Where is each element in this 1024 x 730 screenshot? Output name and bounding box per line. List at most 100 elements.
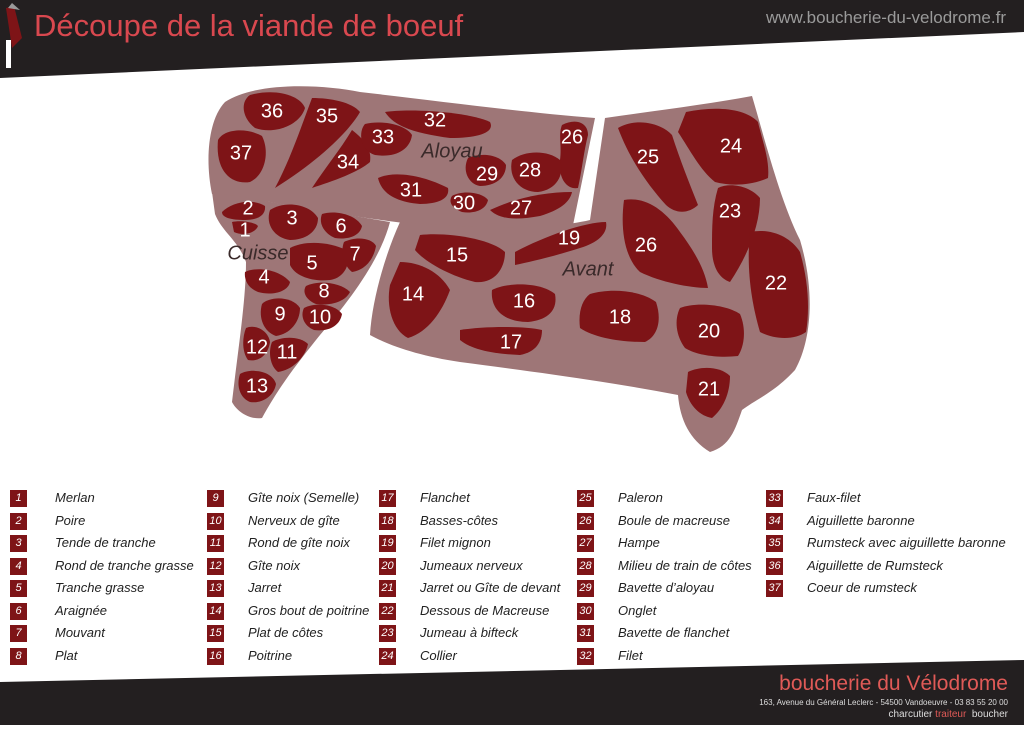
cut-26a-shape [559, 121, 588, 189]
cut-2-shape [222, 201, 266, 220]
legend-number-badge: 26 [577, 512, 594, 530]
legend-number-badge: 22 [379, 602, 396, 620]
legend-cut-name: Nerveux de gîte [248, 513, 340, 528]
cut-number-25: 25 [637, 146, 659, 168]
legend-number-badge: 37 [766, 579, 783, 597]
legend-number-badge: 1 [10, 489, 27, 507]
cut-number-36: 36 [261, 100, 283, 122]
legend-item: 31 [577, 623, 594, 643]
cut-number-11: 11 [277, 341, 298, 363]
legend-item: 32 [577, 646, 594, 666]
legend-cut-name: Tende de tranche [55, 535, 156, 550]
legend-item: 17 [379, 488, 396, 508]
cut-number-15: 15 [446, 244, 468, 266]
cut-number-4: 4 [258, 266, 269, 288]
cut-32-shape [385, 110, 491, 138]
legend-item: 33 [766, 488, 783, 508]
cut-29-shape [465, 154, 506, 186]
legend-number-badge: 4 [10, 557, 27, 575]
page-title: Découpe de la viande de boeuf [34, 8, 464, 43]
cut-37-shape [217, 130, 266, 183]
cut-7-shape [342, 238, 376, 272]
cut-number-37: 37 [230, 142, 252, 164]
cut-3-shape [268, 204, 318, 240]
legend-cut-name: Mouvant [55, 625, 105, 640]
legend-number-badge: 24 [379, 647, 396, 665]
legend-cut-name: Plat [55, 648, 78, 663]
cut-8-shape [304, 282, 350, 305]
legend-number-badge: 8 [10, 647, 27, 665]
cut-number-17: 17 [500, 331, 522, 353]
cut-1-shape [232, 221, 258, 234]
legend-number-badge: 36 [766, 557, 783, 575]
website-link[interactable]: www.boucherie-du-velodrome.fr [766, 8, 1006, 27]
cut-26b-shape [622, 199, 708, 288]
legend-item: 34 [766, 511, 783, 531]
cut-number-24: 24 [720, 135, 742, 157]
legend-cut-name: Coeur de rumsteck [807, 580, 917, 595]
cut-33-shape [361, 122, 412, 156]
legend-item: 16 [207, 646, 224, 666]
legend-item: 21 [379, 578, 396, 598]
legend-item: 11 [207, 533, 224, 553]
cut-23-shape [712, 185, 760, 282]
cut-number-13: 13 [246, 375, 268, 397]
cut-25-shape [618, 122, 698, 212]
legend-cut-name: Basses-côtes [420, 513, 499, 528]
legend-item: 26 [577, 511, 594, 531]
cut-number-22: 22 [765, 272, 787, 294]
legend-number-badge: 19 [379, 534, 396, 552]
cut-number-30: 30 [453, 192, 475, 214]
footer-brand: boucherie du Vélodrome [779, 672, 1008, 695]
legend-item: 9 [207, 488, 224, 508]
region-label-avant: Avant [562, 258, 615, 280]
cut-number-20: 20 [698, 320, 720, 342]
cut-number-12: 12 [246, 336, 268, 358]
legend-item: 6 [10, 601, 27, 621]
legend-cut-name: Dessous de Macreuse [420, 603, 550, 618]
legend-cut-name: Filet [618, 648, 643, 663]
legend-number-badge: 31 [577, 624, 594, 642]
legend-number-badge: 2 [10, 512, 27, 530]
legend-number-badge: 27 [577, 534, 594, 552]
legend-number-badge: 25 [577, 489, 594, 507]
logo-mark-red [6, 6, 22, 48]
legend-item: 7 [10, 623, 27, 643]
legend-number-badge: 15 [207, 624, 224, 642]
cut-number-6: 6 [335, 215, 346, 237]
cut-6-shape [320, 212, 362, 239]
legend-cut-name: Faux-filet [807, 490, 861, 505]
legend-number-badge: 9 [207, 489, 224, 507]
cut-28-shape [511, 152, 562, 192]
cut-number-32: 32 [424, 109, 446, 131]
legend-cut-name: Jarret ou Gîte de devant [420, 580, 561, 595]
legend-item: 18 [379, 511, 396, 531]
cut-number-27: 27 [510, 197, 532, 219]
logo-mark-white [6, 40, 11, 68]
legend-number-badge: 34 [766, 512, 783, 530]
legend-cut-name: Tranche grasse [55, 580, 145, 595]
legend-item: 22 [379, 601, 396, 621]
legend-number-badge: 7 [10, 624, 27, 642]
legend-cut-name: Araignée [55, 603, 108, 618]
legend-item: 20 [379, 556, 396, 576]
cut-12-shape [243, 326, 270, 361]
legend-cut-name: Aiguillette baronne [807, 513, 915, 528]
legend-cut-name: Gîte noix [248, 558, 301, 573]
legend-number-badge: 14 [207, 602, 224, 620]
legend-cut-name: Rond de tranche grasse [55, 558, 194, 573]
legend-number-badge: 30 [577, 602, 594, 620]
cut-9-shape [260, 298, 300, 336]
legend-cut-name: Hampe [618, 535, 660, 550]
legend-number-badge: 23 [379, 624, 396, 642]
cut-number-3: 3 [286, 207, 297, 229]
legend-cut-name: Poire [55, 513, 86, 528]
legend-item: 23 [379, 623, 396, 643]
cut-number-5: 5 [306, 252, 317, 274]
cut-number-19: 19 [558, 227, 580, 249]
legend-cut-name: Aiguillette de Rumsteck [807, 558, 943, 573]
cut-31-shape [378, 174, 449, 204]
cut-number-7: 7 [349, 243, 360, 265]
legend-cut-name: Rumsteck avec aiguillette baronne [807, 535, 1006, 550]
cut-21-shape [686, 367, 730, 418]
